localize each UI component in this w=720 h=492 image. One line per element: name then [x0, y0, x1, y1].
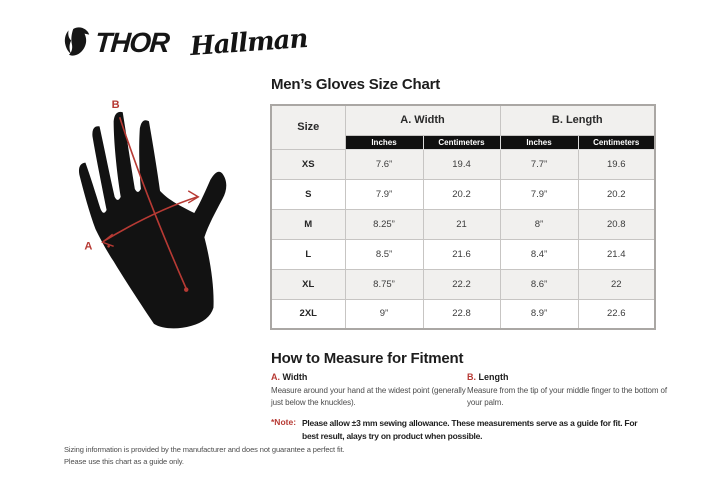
- table-row: XL 8.75” 22.2 8.6” 22: [270, 268, 656, 300]
- measure-line-a-right-arrow: [187, 190, 200, 204]
- cell-length-in: 8.6”: [499, 268, 579, 300]
- cell-length-cm: 20.8: [577, 208, 656, 240]
- brand-logos: THOR Hallman: [62, 23, 309, 63]
- cell-width-cm: 22.8: [422, 298, 501, 330]
- table-row: L 8.5” 21.6 8.4” 21.4: [270, 238, 656, 270]
- measure-line-b: [118, 117, 187, 289]
- cell-width-in: 8.75”: [344, 268, 424, 300]
- table-header-unit-row: Inches Centimeters Inches Centimeters: [271, 134, 656, 150]
- cell-length-in: 8.4”: [499, 238, 579, 270]
- fitment-desc-width: Measure around your hand at the widest p…: [271, 386, 466, 407]
- cell-length-cm: 21.4: [577, 238, 656, 270]
- fitment-title-width: Width: [282, 372, 308, 382]
- cell-size: L: [270, 238, 346, 270]
- col-group-length: B. Length: [499, 104, 656, 136]
- cell-size: 2XL: [270, 298, 346, 330]
- measure-line-a: [103, 196, 198, 242]
- note-text: Please allow ±3 mm sewing allowance. The…: [302, 418, 638, 442]
- cell-width-cm: 22.2: [422, 268, 501, 300]
- cell-length-in: 7.7”: [499, 148, 579, 180]
- fitment-label-length: B. Length: [467, 372, 667, 382]
- diagram-label-b: B: [112, 99, 120, 111]
- col-group-width: A. Width: [344, 104, 501, 136]
- cell-width-cm: 21: [422, 208, 501, 240]
- glove-silhouette: [78, 111, 227, 329]
- fitment-label-width: A. Width: [271, 372, 469, 382]
- disclaimer-line-1: Sizing information is provided by the ma…: [64, 445, 345, 454]
- cell-width-in: 8.25”: [344, 208, 424, 240]
- cell-width-in: 7.6”: [344, 148, 424, 180]
- measure-line-a-left-arrow: [101, 233, 114, 247]
- col-header-width-centimeters: Centimeters: [422, 134, 501, 150]
- cell-width-in: 7.9”: [344, 178, 424, 210]
- cell-length-in: 8.9”: [499, 298, 579, 330]
- cell-length-cm: 22: [577, 268, 656, 300]
- diagram-label-a: A: [84, 240, 92, 252]
- table-header-group-row: Size A. Width B. Length: [270, 104, 656, 150]
- col-header-size: Size: [270, 104, 346, 150]
- measure-line-a-dot: [107, 244, 110, 248]
- fitment-heading: How to Measure for Fitment: [271, 350, 464, 367]
- hallman-logo: Hallman: [189, 23, 309, 63]
- cell-size: XL: [270, 268, 346, 300]
- fitment-title-length: Length: [478, 372, 509, 382]
- sizing-note: *Note: Please allow ±3 mm sewing allowan…: [271, 417, 654, 443]
- measure-line-b-end-dot: [184, 287, 189, 292]
- table-row: S 7.9” 20.2 7.9” 20.2: [270, 178, 656, 210]
- fitment-desc-length: Measure from the tip of your middle fing…: [467, 386, 667, 407]
- fitment-item-width: A. Width Measure around your hand at the…: [271, 372, 469, 409]
- size-table-container: Size A. Width B. Length Inches Centimete…: [270, 104, 656, 330]
- col-header-width-inches: Inches: [344, 134, 424, 150]
- cell-length-cm: 19.6: [577, 148, 656, 180]
- disclaimer-line-2: Please use this chart as a guide only.: [64, 456, 184, 466]
- table-row: XS 7.6” 19.4 7.7” 19.6: [270, 148, 656, 180]
- cell-length-in: 8”: [499, 208, 579, 240]
- fitment-item-length: B. Length Measure from the tip of your m…: [467, 372, 667, 409]
- glove-illustration: B A: [78, 99, 227, 329]
- thor-logo-text: THOR: [93, 27, 170, 58]
- col-header-length-inches: Inches: [499, 134, 579, 150]
- thor-logo: THOR: [62, 24, 170, 62]
- fitment-letter-a: A.: [271, 372, 280, 382]
- cell-size: M: [270, 208, 346, 240]
- glove-diagram: B A: [56, 84, 260, 336]
- cell-size: XS: [270, 148, 346, 180]
- cell-size: S: [270, 178, 346, 210]
- cell-length-in: 7.9”: [499, 178, 579, 210]
- table-row: 2XL 9” 22.8 8.9” 22.6: [270, 298, 656, 330]
- table-row: M 8.25” 21 8” 20.8: [270, 208, 656, 240]
- cell-length-cm: 22.6: [577, 298, 656, 330]
- cell-width-cm: 19.4: [422, 148, 501, 180]
- fitment-letter-b: B.: [467, 372, 476, 382]
- disclaimer: Sizing information is provided by the ma…: [64, 444, 345, 467]
- cell-length-cm: 20.2: [577, 178, 656, 210]
- thor-helmet-icon: [64, 27, 90, 56]
- cell-width-in: 8.5”: [344, 238, 424, 270]
- cell-width-cm: 21.6: [422, 238, 501, 270]
- cell-width-cm: 20.2: [422, 178, 501, 210]
- note-label: *Note:: [271, 417, 297, 427]
- cell-width-in: 9”: [344, 298, 424, 330]
- size-table: Size A. Width B. Length Inches Centimete…: [270, 104, 656, 330]
- col-header-length-centimeters: Centimeters: [577, 134, 656, 150]
- page-title: Men’s Gloves Size Chart: [271, 76, 441, 93]
